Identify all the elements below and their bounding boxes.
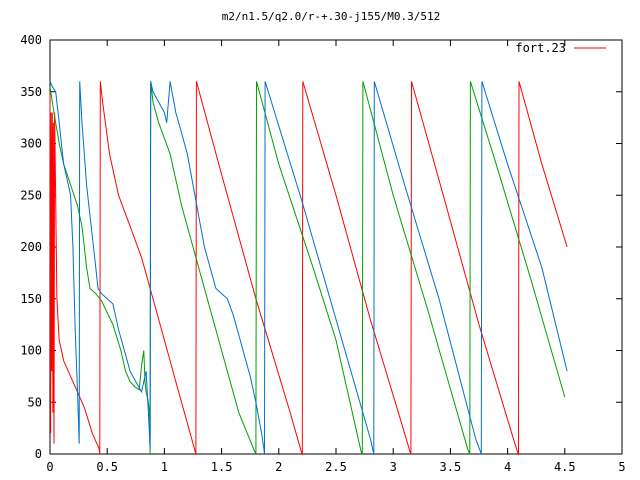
x-tick-label: 4 xyxy=(504,460,511,474)
x-tick-label: 2.5 xyxy=(325,460,347,474)
x-tick-label: 1 xyxy=(161,460,168,474)
x-tick-label: 0.5 xyxy=(96,460,118,474)
y-tick-label: 300 xyxy=(20,137,42,151)
x-tick-label: 2 xyxy=(275,460,282,474)
y-tick-label: 50 xyxy=(28,395,42,409)
chart-title: m2/n1.5/q2.0/r-+.30-j155/M0.3/512 xyxy=(222,10,441,23)
series-line-1 xyxy=(49,81,568,456)
x-tick-label: 3 xyxy=(390,460,397,474)
x-tick-label: 4.5 xyxy=(554,460,576,474)
y-tick-label: 350 xyxy=(20,85,42,99)
y-tick-label: 400 xyxy=(20,33,42,47)
y-tick-label: 150 xyxy=(20,292,42,306)
y-tick-label: 100 xyxy=(20,344,42,358)
y-tick-label: 250 xyxy=(20,188,42,202)
y-tick-label: 200 xyxy=(20,240,42,254)
legend-label: fort.23 xyxy=(515,41,566,55)
x-tick-label: 5 xyxy=(618,460,625,474)
plot-border xyxy=(49,39,623,455)
plot-frame xyxy=(49,39,623,455)
y-axis: 0 50 100 150 200 250 300 350 400 xyxy=(20,33,622,461)
series-line-2 xyxy=(49,81,566,455)
series-layer xyxy=(49,81,568,456)
x-tick-label: 0 xyxy=(46,460,53,474)
x-axis: 0 0.5 1 1.5 2 2.5 3 3.5 4 4.5 5 xyxy=(46,40,626,474)
y-tick-label: 0 xyxy=(35,447,42,461)
x-tick-label: 3.5 xyxy=(440,460,462,474)
x-tick-label: 1.5 xyxy=(211,460,233,474)
series-line-3 xyxy=(49,81,568,455)
legend: fort.23 xyxy=(515,41,606,55)
